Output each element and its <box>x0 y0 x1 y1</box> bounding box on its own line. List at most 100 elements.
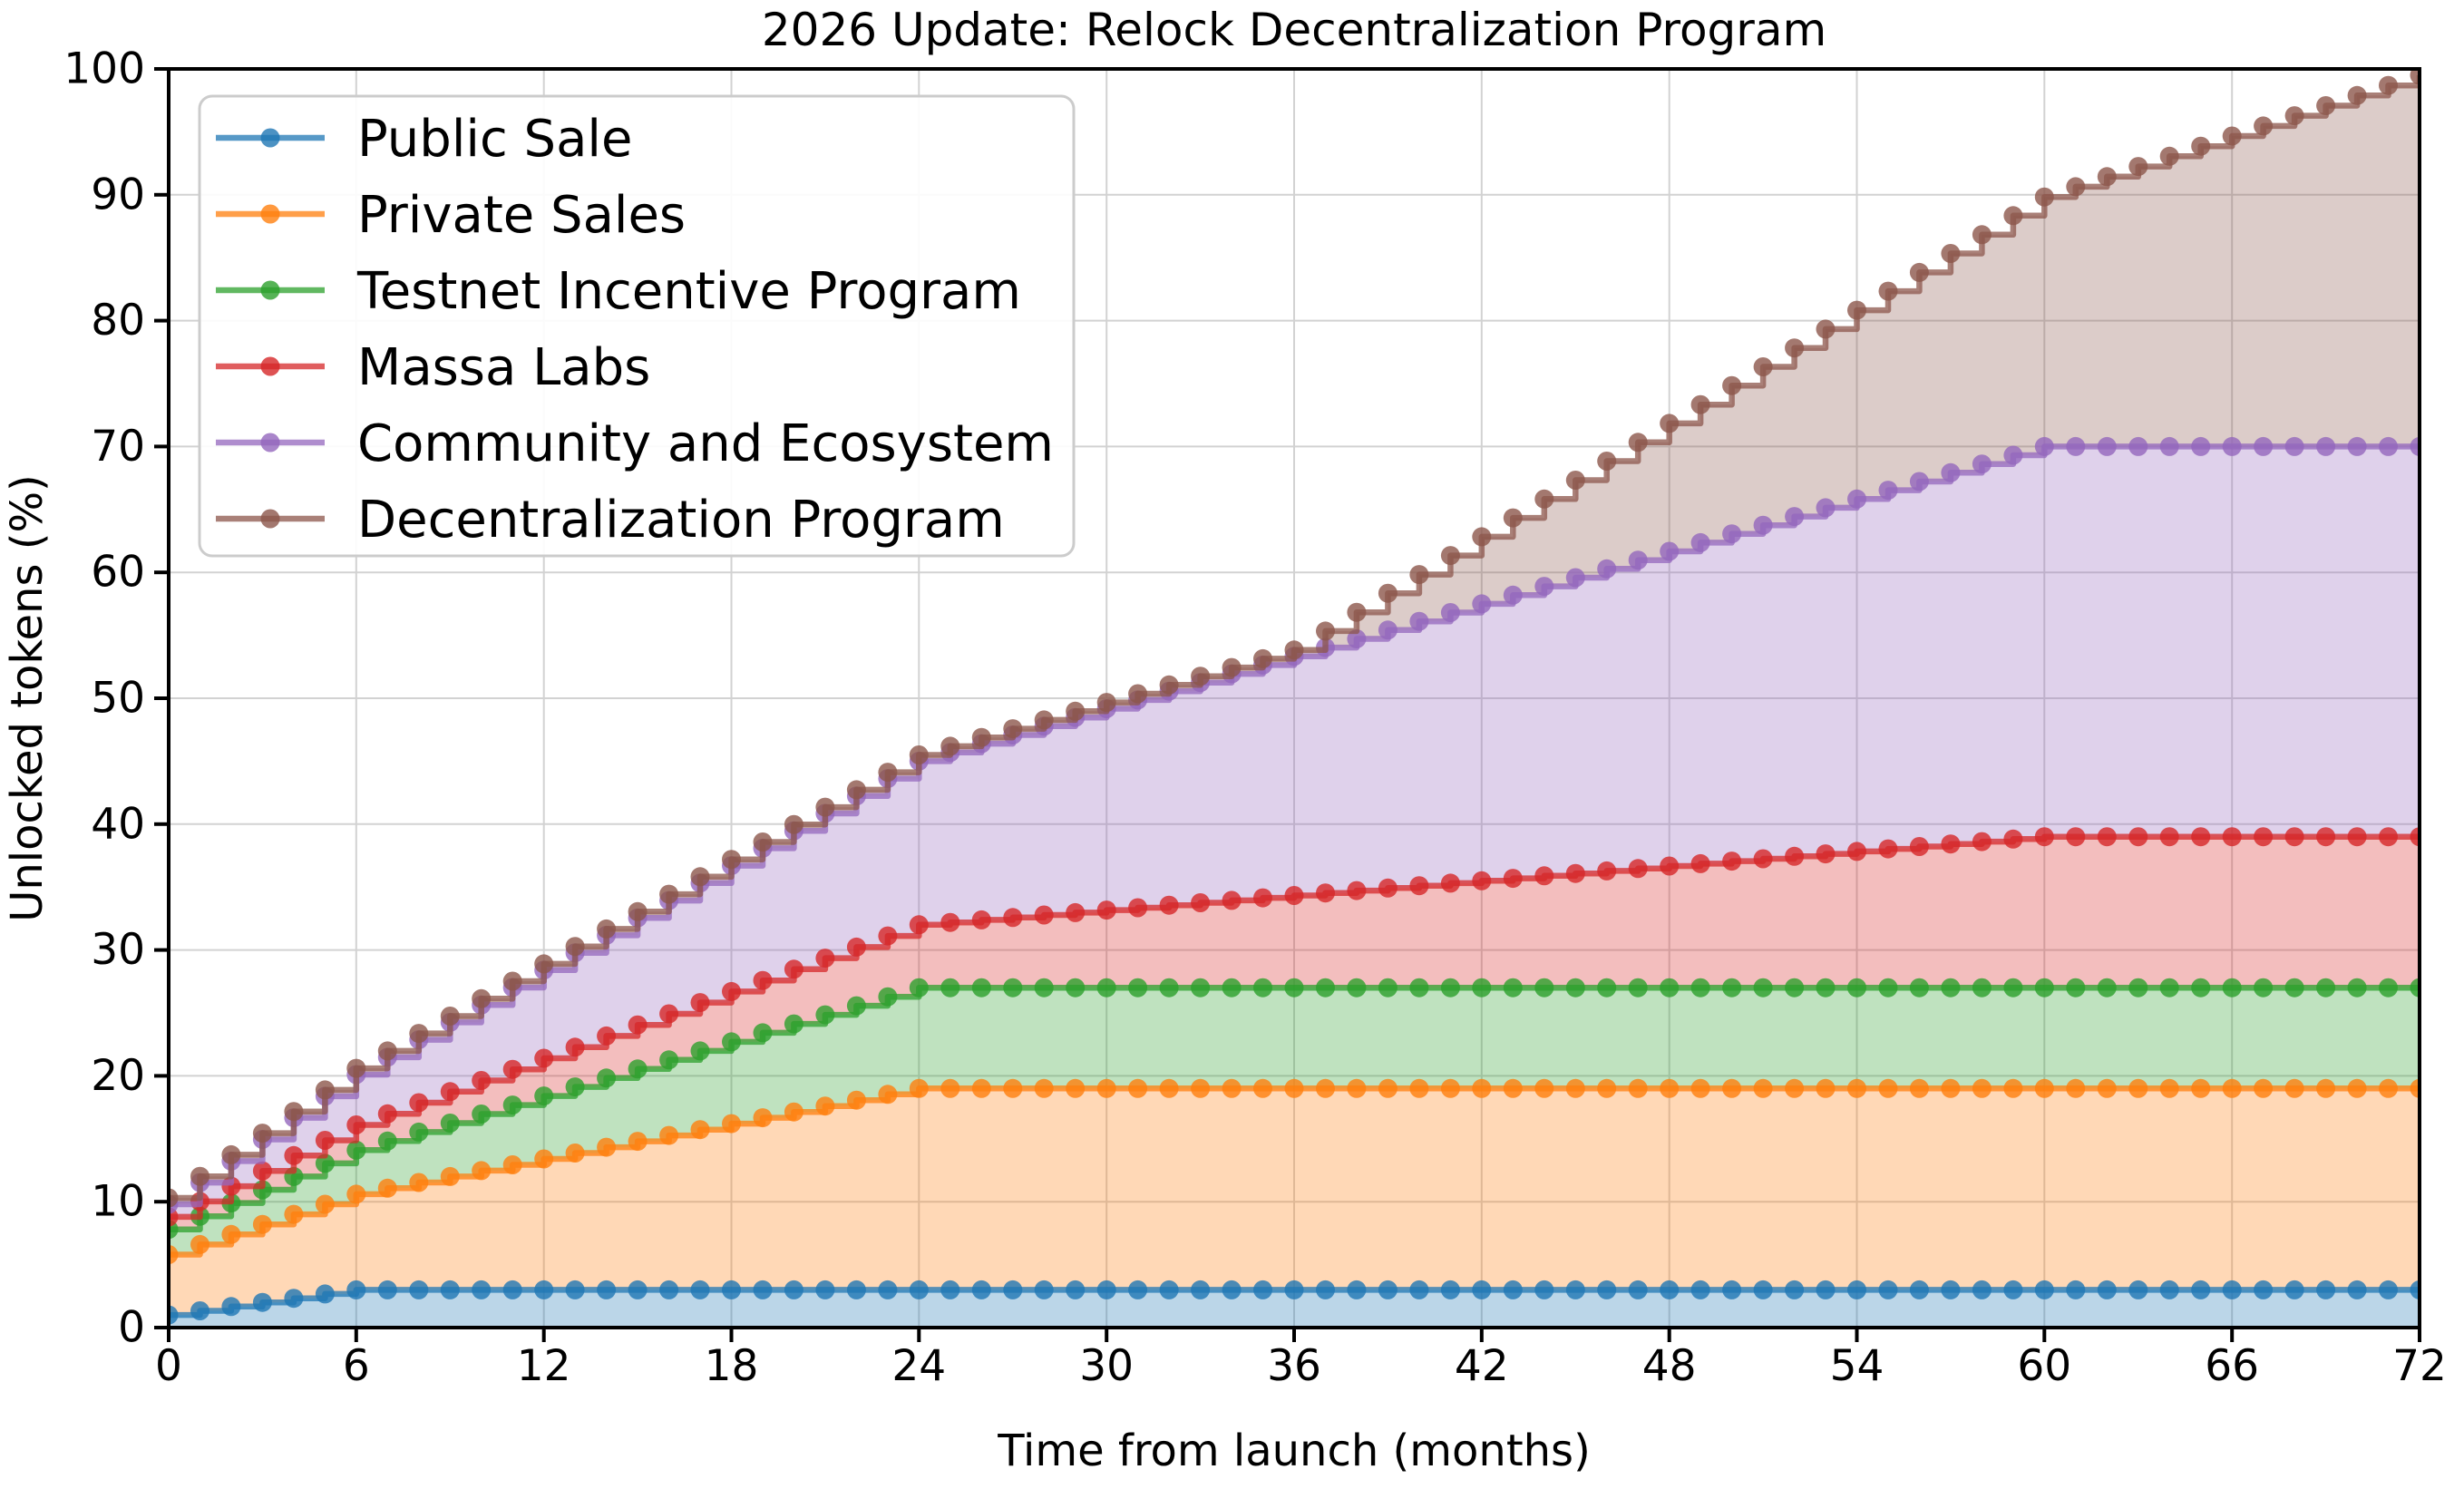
data-point <box>1440 546 1460 566</box>
data-point <box>502 1095 522 1115</box>
data-point <box>1503 1280 1523 1299</box>
data-point <box>878 987 898 1007</box>
data-point <box>377 1041 397 1061</box>
data-point <box>2066 978 2086 998</box>
data-point <box>1378 1078 1398 1098</box>
data-point <box>534 1048 554 1068</box>
data-point <box>2003 445 2023 465</box>
y-axis-label: Unlocked tokens (%) <box>2 474 53 922</box>
data-point <box>1440 873 1460 893</box>
data-point <box>784 959 803 979</box>
data-point <box>169 1305 179 1325</box>
data-point <box>659 1050 679 1070</box>
data-point <box>472 1105 492 1124</box>
data-point <box>1785 338 1805 358</box>
data-point <box>1660 978 1680 998</box>
data-point <box>1378 978 1398 998</box>
data-point <box>169 1188 179 1208</box>
data-point <box>2128 1280 2148 1299</box>
data-point <box>1191 667 1211 686</box>
data-point <box>1409 565 1429 585</box>
data-point <box>1972 978 1992 998</box>
data-point <box>597 1280 617 1299</box>
data-point <box>1128 684 1148 704</box>
data-point <box>1253 1280 1272 1299</box>
data-point <box>2034 1078 2054 1098</box>
data-point <box>878 1280 898 1299</box>
data-point <box>472 1280 492 1299</box>
data-point <box>1316 621 1335 641</box>
data-point <box>2159 1280 2179 1299</box>
data-point <box>1565 1078 1585 1098</box>
data-point <box>909 1078 929 1098</box>
legend-item-decentralization-program: Decentralization Program <box>216 491 1005 550</box>
data-point <box>1565 863 1585 883</box>
legend-item-private-sales: Private Sales <box>216 186 686 245</box>
data-point <box>1972 225 1992 245</box>
series-lines <box>169 69 2420 1325</box>
data-point <box>2222 436 2242 456</box>
data-point <box>628 1132 648 1152</box>
data-point <box>690 867 710 887</box>
data-point <box>565 1280 585 1299</box>
data-point <box>2003 978 2023 998</box>
data-point <box>1753 515 1773 535</box>
data-point <box>1565 1280 1585 1299</box>
data-point <box>784 814 803 834</box>
data-point <box>377 1104 397 1124</box>
data-point <box>722 1280 741 1299</box>
x-tick-label-30: 30 <box>1079 1341 1134 1391</box>
data-point <box>1503 585 1523 605</box>
y-tick-label-70: 70 <box>91 422 145 472</box>
series-testnet-incentive-program <box>169 978 2420 1240</box>
data-point <box>659 1004 679 1024</box>
data-point <box>440 1007 460 1026</box>
data-point <box>1690 853 1710 873</box>
data-point <box>1378 878 1398 898</box>
data-point <box>2316 827 2336 847</box>
data-point <box>659 884 679 904</box>
data-point <box>2003 206 2023 226</box>
y-tick-label-50: 50 <box>91 674 145 724</box>
markers-decentralization-program <box>169 69 2420 1208</box>
data-point <box>1941 978 1961 998</box>
data-point <box>940 1078 960 1098</box>
data-point <box>1409 1280 1429 1299</box>
data-point <box>2222 1078 2242 1098</box>
markers-public-sale <box>169 1280 2420 1325</box>
data-point <box>1972 1078 1992 1098</box>
data-point <box>502 1155 522 1174</box>
data-point <box>534 1149 554 1169</box>
data-point <box>284 1204 304 1224</box>
data-point <box>221 1224 241 1244</box>
data-point <box>377 1280 397 1299</box>
legend-item-testnet-incentive-program: Testnet Incentive Program <box>216 262 1021 321</box>
data-point <box>1909 262 1929 282</box>
data-point <box>1191 1078 1211 1098</box>
data-point <box>1690 394 1710 414</box>
data-point <box>2159 146 2179 166</box>
data-point <box>1347 629 1367 648</box>
data-point <box>846 780 866 800</box>
data-point <box>1941 834 1961 854</box>
data-point <box>1565 978 1585 998</box>
x-tick-label-36: 36 <box>1267 1341 1321 1391</box>
data-point <box>1128 1078 1148 1098</box>
x-tick-label-72: 72 <box>2392 1341 2447 1391</box>
data-point <box>565 1037 585 1057</box>
data-point <box>909 915 929 935</box>
data-point <box>690 1280 710 1299</box>
data-point <box>2191 827 2211 847</box>
legend-item-public-sale: Public Sale <box>216 110 632 169</box>
data-point <box>190 1234 209 1254</box>
data-point <box>534 1280 554 1299</box>
area-decentralization-program <box>169 74 2420 1204</box>
x-tick-label-12: 12 <box>517 1341 571 1391</box>
data-point <box>1316 1280 1335 1299</box>
legend-label: Massa Labs <box>357 338 650 397</box>
data-point <box>2191 1078 2211 1098</box>
area-testnet-incentive-program <box>169 988 2420 1255</box>
data-point <box>1472 1078 1492 1098</box>
data-point <box>2410 1280 2420 1299</box>
data-point <box>1534 1280 1554 1299</box>
